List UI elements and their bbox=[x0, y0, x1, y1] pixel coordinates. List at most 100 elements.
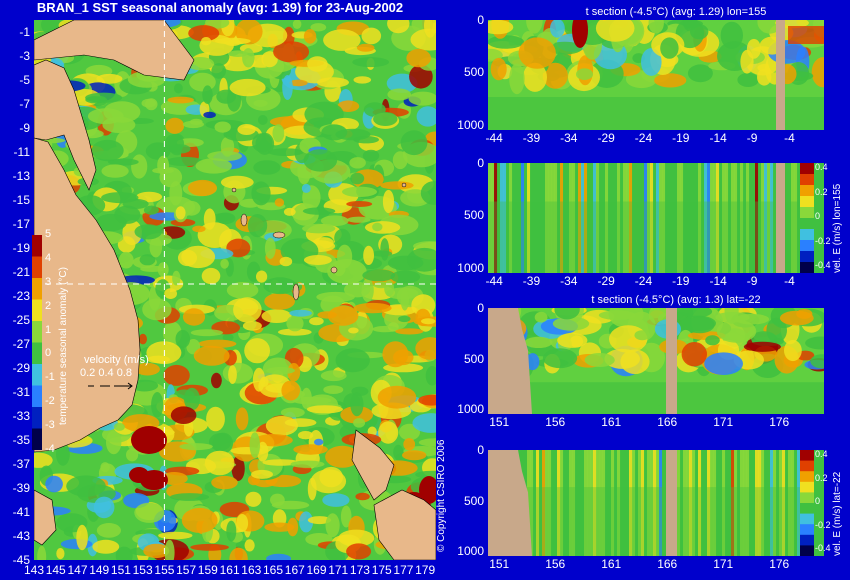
velocity-colorbar-tick: -0.4 bbox=[815, 260, 831, 270]
lon-tick-label: 175 bbox=[371, 563, 392, 577]
section-x-tick-label: -14 bbox=[709, 274, 727, 288]
section-x-tick-label: -29 bbox=[597, 274, 615, 288]
depth-tick-label: 500 bbox=[463, 65, 484, 80]
section-x-tick-label: -39 bbox=[522, 131, 541, 145]
colorbar-tick-label: 4 bbox=[45, 251, 52, 264]
section-x-tick-label: -9 bbox=[746, 131, 758, 145]
velocity-colorbar-tick: 0.2 bbox=[815, 186, 828, 197]
depth-tick-label: 1000 bbox=[457, 402, 484, 416]
section-x-tick-label: 156 bbox=[545, 415, 566, 429]
velocity-colorbar-label: vel. E (m/s) lon=155 bbox=[832, 183, 843, 273]
section-x-tick-label: -4 bbox=[784, 131, 795, 145]
section-x-tick-label: 161 bbox=[601, 415, 622, 429]
lat-tick-label: -13 bbox=[12, 169, 30, 183]
depth-tick-label: 500 bbox=[463, 493, 484, 508]
lat-tick-label: -15 bbox=[12, 193, 30, 207]
section-x-tick-label: -4 bbox=[784, 274, 795, 288]
lat-tick-label: -27 bbox=[12, 337, 30, 351]
section-x-tick-label: -34 bbox=[560, 274, 578, 288]
section-panel bbox=[488, 450, 824, 556]
section-x-tick-label: 161 bbox=[601, 557, 622, 571]
lon-tick-label: 161 bbox=[219, 563, 240, 577]
lon-tick-label: 147 bbox=[67, 563, 88, 577]
lat-tick-label: -41 bbox=[12, 505, 30, 519]
colorbar-tick-label: -1 bbox=[45, 371, 55, 384]
velocity-legend-title: velocity (m/s) bbox=[84, 354, 149, 366]
depth-tick-label: 1000 bbox=[457, 260, 484, 275]
section-x-tick-label: -19 bbox=[672, 274, 690, 288]
velocity-colorbar-tick: 0.4 bbox=[815, 162, 828, 172]
velocity-colorbar-tick: 0 bbox=[815, 211, 821, 221]
depth-tick-label: 0 bbox=[477, 156, 484, 170]
velocity-legend-values: 0.2 0.4 0.8 bbox=[80, 367, 132, 379]
depth-tick-label: 500 bbox=[463, 351, 484, 366]
lon-tick-label: 171 bbox=[328, 563, 349, 577]
lat-tick-label: -25 bbox=[12, 313, 30, 327]
section-x-tick-label: -39 bbox=[522, 274, 541, 288]
colorbar-tick-label: -3 bbox=[45, 419, 55, 432]
lat-tick-label: -3 bbox=[19, 49, 30, 63]
lon-tick-label: 153 bbox=[132, 563, 153, 577]
section-x-tick-label: -44 bbox=[485, 274, 503, 288]
section-x-tick-label: -14 bbox=[709, 131, 727, 145]
sst-anomaly-map bbox=[34, 20, 436, 560]
section-x-tick-label: 151 bbox=[489, 557, 510, 571]
colorbar-tick-label: 1 bbox=[45, 323, 52, 336]
colorbar-tick-label: -4 bbox=[45, 443, 55, 455]
lat-tick-label: -17 bbox=[12, 217, 30, 231]
lat-tick-label: -33 bbox=[12, 409, 30, 423]
section-x-tick-label: -34 bbox=[560, 131, 578, 145]
lon-tick-label: 167 bbox=[284, 563, 305, 577]
section-x-tick-label: 151 bbox=[489, 415, 510, 429]
lat-tick-label: -1 bbox=[19, 25, 30, 39]
velocity-colorbar-tick: -0.4 bbox=[815, 543, 831, 553]
velocity-colorbar-label: vel. E (m/s) lat=-22 bbox=[832, 471, 843, 556]
section-x-tick-label: -24 bbox=[634, 131, 653, 145]
velocity-colorbar-tick: -0.2 bbox=[815, 519, 831, 530]
section-x-tick-label: 171 bbox=[713, 415, 734, 429]
section-panel-title: t section (-4.5°C) (avg: 1.3) lat=-22 bbox=[591, 294, 761, 306]
velocity-colorbar-tick: 0.2 bbox=[815, 472, 828, 483]
lon-tick-label: 155 bbox=[154, 563, 175, 577]
lat-tick-label: -19 bbox=[12, 241, 30, 255]
lat-tick-label: -37 bbox=[12, 457, 30, 471]
velocity-colorbar-tick: 0 bbox=[815, 496, 821, 506]
map-canvas bbox=[34, 20, 436, 560]
section-x-tick-label: 156 bbox=[545, 557, 566, 571]
lat-tick-label: -5 bbox=[19, 73, 30, 87]
lon-tick-label: 173 bbox=[349, 563, 370, 577]
depth-tick-label: 0 bbox=[477, 13, 484, 27]
section-panel bbox=[488, 20, 824, 130]
velocity-colorbar-tick: -0.2 bbox=[815, 235, 831, 246]
section-panel-title: t section (-4.5°C) (avg: 1.29) lon=155 bbox=[585, 6, 767, 18]
lat-tick-label: -23 bbox=[12, 289, 30, 303]
lat-tick-label: -45 bbox=[12, 553, 30, 567]
depth-tick-label: 0 bbox=[477, 443, 484, 457]
lat-tick-label: -31 bbox=[12, 385, 30, 399]
section-x-tick-label: -44 bbox=[485, 131, 503, 145]
lat-tick-label: -35 bbox=[12, 433, 30, 447]
colorbar-tick-label: -2 bbox=[45, 395, 55, 408]
section-x-tick-label: -24 bbox=[634, 274, 653, 288]
velocity-colorbar-tick: 0.4 bbox=[815, 449, 828, 459]
colorbar-tick-label: 2 bbox=[45, 299, 52, 312]
section-panel bbox=[488, 308, 824, 414]
lon-tick-label: 159 bbox=[197, 563, 218, 577]
lon-tick-label: 143 bbox=[24, 563, 45, 577]
depth-tick-label: 500 bbox=[463, 208, 484, 223]
section-x-tick-label: 176 bbox=[769, 557, 790, 571]
section-x-tick-label: -29 bbox=[597, 131, 615, 145]
lon-tick-label: 179 bbox=[415, 563, 436, 577]
lat-tick-label: -9 bbox=[19, 121, 30, 135]
lon-tick-label: 177 bbox=[393, 563, 414, 577]
section-x-tick-label: 176 bbox=[769, 415, 790, 429]
velocity-legend-arrows bbox=[86, 380, 136, 392]
section-panel bbox=[488, 163, 824, 273]
map-title: BRAN_1 SST seasonal anomaly (avg: 1.39) … bbox=[36, 0, 404, 15]
colorbar-tick-label: 5 bbox=[45, 228, 52, 240]
lon-tick-label: 165 bbox=[263, 563, 284, 577]
map-colorbar-label: temperature seasonal anomaly (°C) bbox=[58, 267, 69, 425]
section-x-tick-label: 171 bbox=[713, 557, 734, 571]
lat-tick-label: -11 bbox=[13, 145, 30, 159]
lon-tick-label: 163 bbox=[241, 563, 262, 577]
